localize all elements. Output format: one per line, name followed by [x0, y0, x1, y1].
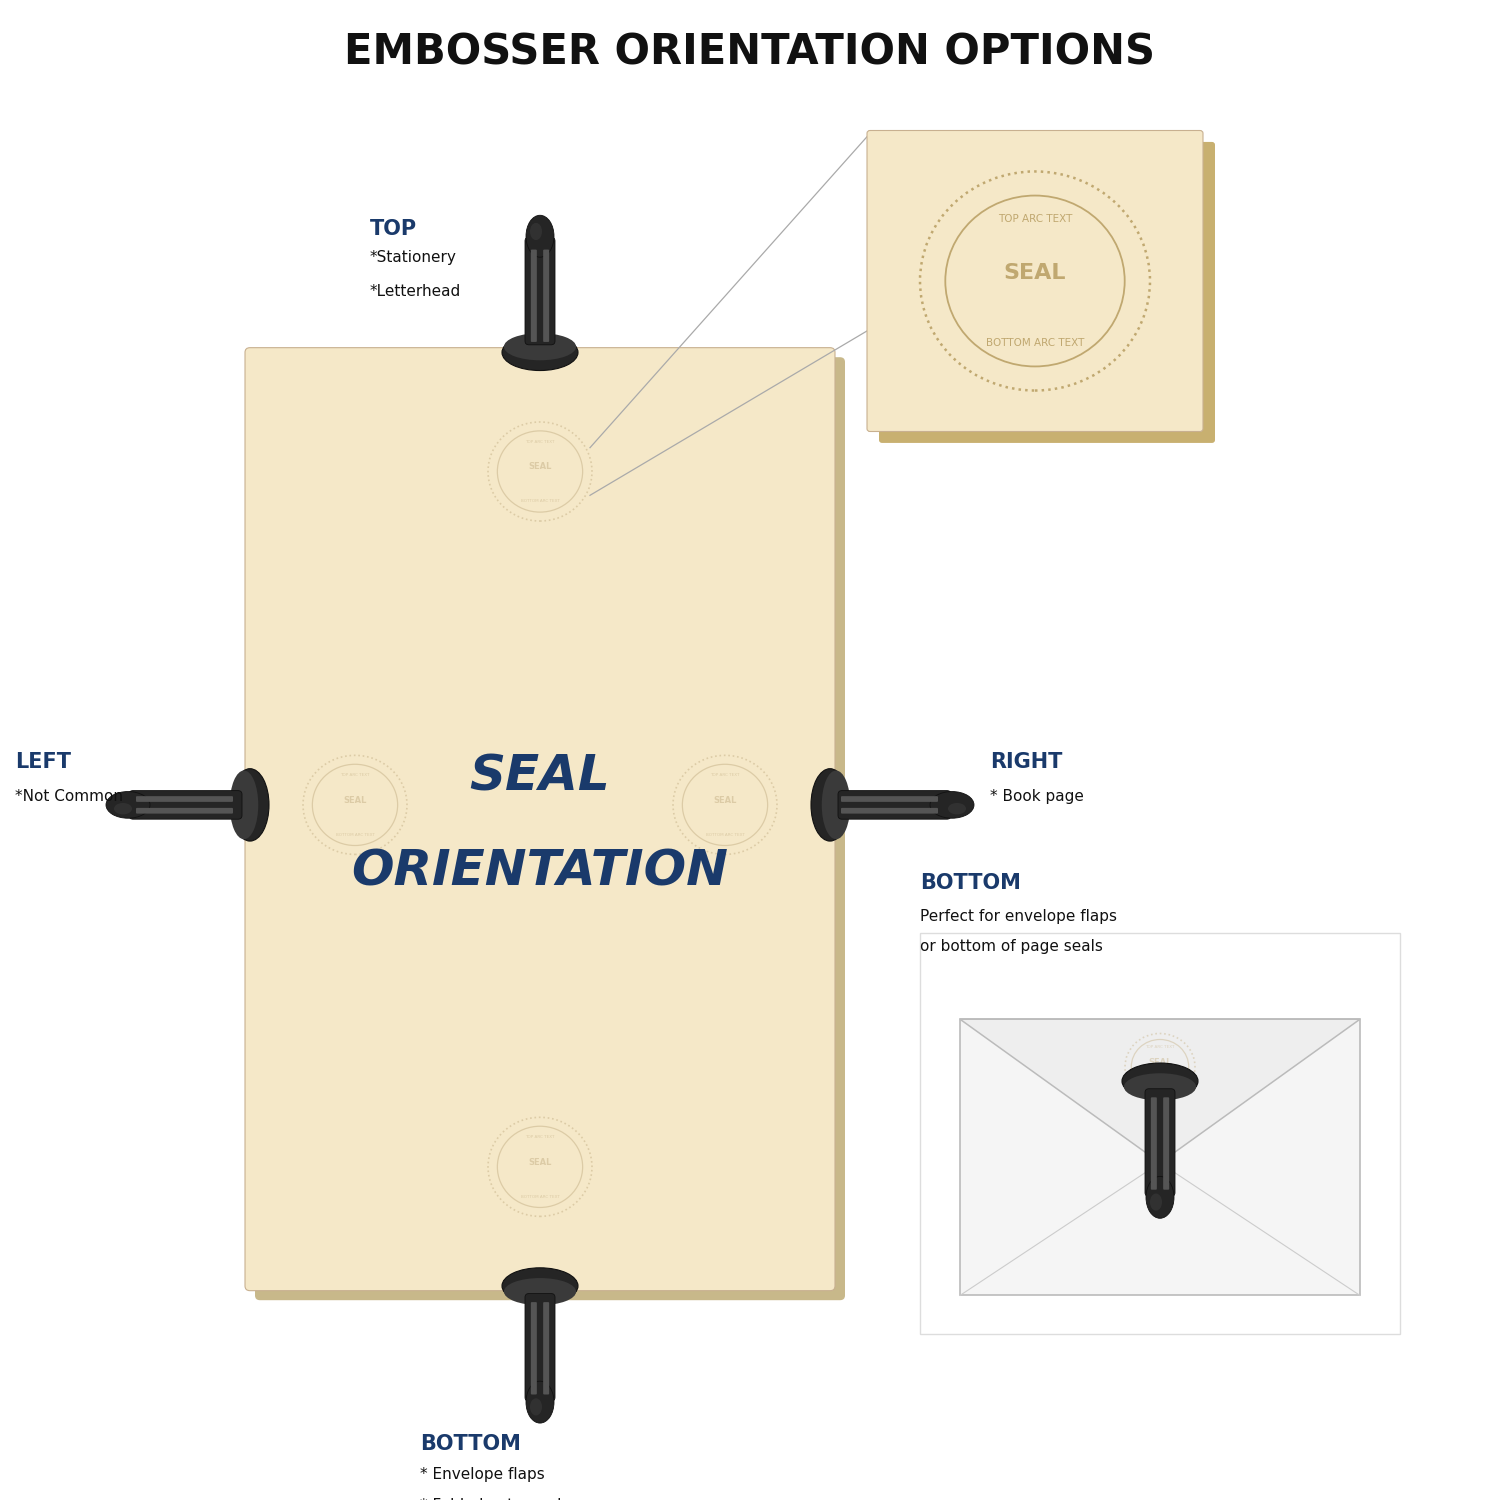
- Text: RIGHT: RIGHT: [990, 753, 1062, 772]
- Text: TOP ARC TEXT: TOP ARC TEXT: [525, 1136, 555, 1138]
- Ellipse shape: [1122, 1064, 1198, 1100]
- Ellipse shape: [930, 792, 974, 818]
- Text: SEAL: SEAL: [470, 753, 610, 801]
- Text: * Folded note cards: * Folded note cards: [420, 1498, 570, 1500]
- Text: SEAL: SEAL: [528, 462, 552, 471]
- Text: or bottom of page seals: or bottom of page seals: [920, 939, 1102, 954]
- Text: BOTTOM: BOTTOM: [920, 873, 1022, 894]
- FancyBboxPatch shape: [525, 1293, 555, 1401]
- Text: BOTTOM ARC TEXT: BOTTOM ARC TEXT: [705, 833, 744, 837]
- Ellipse shape: [948, 802, 966, 814]
- FancyBboxPatch shape: [129, 790, 242, 819]
- Ellipse shape: [812, 768, 849, 842]
- Ellipse shape: [530, 1398, 542, 1416]
- FancyBboxPatch shape: [543, 249, 549, 342]
- FancyBboxPatch shape: [879, 142, 1215, 442]
- Ellipse shape: [114, 802, 132, 814]
- Text: *Not Common: *Not Common: [15, 789, 123, 804]
- Ellipse shape: [503, 1268, 578, 1304]
- Text: Perfect for envelope flaps: Perfect for envelope flaps: [920, 909, 1118, 924]
- Ellipse shape: [1150, 1194, 1162, 1210]
- Ellipse shape: [230, 771, 258, 840]
- Text: BOTTOM ARC TEXT: BOTTOM ARC TEXT: [1140, 1084, 1179, 1089]
- Text: * Book page: * Book page: [990, 789, 1084, 804]
- Text: EMBOSSER ORIENTATION OPTIONS: EMBOSSER ORIENTATION OPTIONS: [345, 32, 1155, 74]
- Ellipse shape: [504, 333, 576, 360]
- Ellipse shape: [503, 334, 578, 370]
- FancyBboxPatch shape: [1144, 1089, 1174, 1197]
- Ellipse shape: [530, 224, 542, 240]
- Text: BOTTOM ARC TEXT: BOTTOM ARC TEXT: [336, 833, 375, 837]
- Ellipse shape: [822, 771, 850, 840]
- FancyBboxPatch shape: [543, 1302, 549, 1395]
- Text: *Letterhead: *Letterhead: [370, 284, 462, 298]
- Text: BOTTOM ARC TEXT: BOTTOM ARC TEXT: [986, 339, 1084, 348]
- Text: LEFT: LEFT: [15, 753, 70, 772]
- Text: TOP ARC TEXT: TOP ARC TEXT: [1146, 1046, 1174, 1048]
- Ellipse shape: [1146, 1176, 1174, 1218]
- Ellipse shape: [526, 1382, 554, 1423]
- Polygon shape: [960, 1019, 1360, 1162]
- FancyBboxPatch shape: [531, 1302, 537, 1395]
- Text: BOTTOM ARC TEXT: BOTTOM ARC TEXT: [520, 1194, 560, 1198]
- FancyBboxPatch shape: [867, 130, 1203, 432]
- FancyBboxPatch shape: [525, 237, 555, 345]
- FancyBboxPatch shape: [960, 1019, 1360, 1296]
- Text: TOP ARC TEXT: TOP ARC TEXT: [998, 213, 1072, 223]
- Text: * Envelope flaps: * Envelope flaps: [420, 1467, 544, 1482]
- Text: SEAL: SEAL: [714, 795, 736, 804]
- Ellipse shape: [504, 1278, 576, 1305]
- FancyBboxPatch shape: [136, 808, 232, 813]
- Text: TOP: TOP: [370, 219, 417, 239]
- Ellipse shape: [231, 768, 268, 842]
- FancyBboxPatch shape: [1162, 1098, 1168, 1190]
- Text: SEAL: SEAL: [344, 795, 366, 804]
- Text: SEAL: SEAL: [1004, 264, 1066, 284]
- Text: TOP ARC TEXT: TOP ARC TEXT: [340, 772, 369, 777]
- FancyBboxPatch shape: [136, 796, 232, 802]
- FancyBboxPatch shape: [255, 357, 844, 1300]
- FancyBboxPatch shape: [920, 933, 1400, 1334]
- FancyBboxPatch shape: [1150, 1098, 1156, 1190]
- FancyBboxPatch shape: [842, 808, 938, 813]
- Text: TOP ARC TEXT: TOP ARC TEXT: [525, 440, 555, 444]
- FancyBboxPatch shape: [839, 790, 951, 819]
- Ellipse shape: [106, 792, 150, 818]
- Text: ORIENTATION: ORIENTATION: [351, 847, 729, 895]
- Text: TOP ARC TEXT: TOP ARC TEXT: [711, 772, 740, 777]
- Text: BOTTOM ARC TEXT: BOTTOM ARC TEXT: [520, 500, 560, 502]
- Text: SEAL: SEAL: [528, 1158, 552, 1167]
- FancyBboxPatch shape: [531, 249, 537, 342]
- Text: BOTTOM: BOTTOM: [420, 1434, 520, 1454]
- FancyBboxPatch shape: [244, 348, 836, 1290]
- FancyBboxPatch shape: [842, 796, 938, 802]
- Ellipse shape: [1124, 1074, 1196, 1101]
- Text: *Stationery: *Stationery: [370, 249, 458, 264]
- Ellipse shape: [526, 216, 554, 256]
- Text: SEAL: SEAL: [1149, 1058, 1172, 1066]
